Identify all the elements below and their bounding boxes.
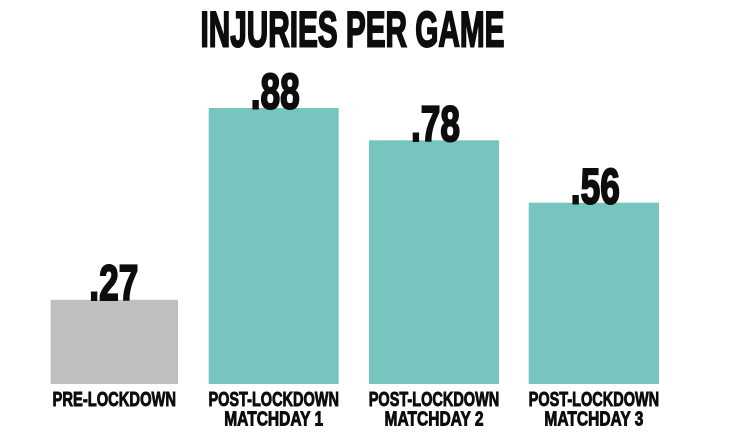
svg-text:MATCHDAY 2: MATCHDAY 2 (385, 408, 484, 430)
svg-text:POST-LOCKDOWN: POST-LOCKDOWN (529, 389, 660, 411)
svg-text:.27: .27 (89, 255, 138, 311)
svg-text:POST-LOCKDOWN: POST-LOCKDOWN (369, 389, 500, 411)
svg-text:INJURIES PER GAME: INJURIES PER GAME (201, 0, 505, 57)
svg-text:POST-LOCKDOWN: POST-LOCKDOWN (208, 389, 339, 411)
svg-text:MATCHDAY 1: MATCHDAY 1 (224, 408, 323, 430)
svg-text:.56: .56 (571, 158, 620, 214)
svg-text:MATCHDAY 3: MATCHDAY 3 (544, 408, 643, 430)
svg-text:.78: .78 (411, 96, 460, 152)
svg-text:PRE-LOCKDOWN: PRE-LOCKDOWN (53, 389, 177, 411)
svg-text:.88: .88 (251, 64, 300, 120)
